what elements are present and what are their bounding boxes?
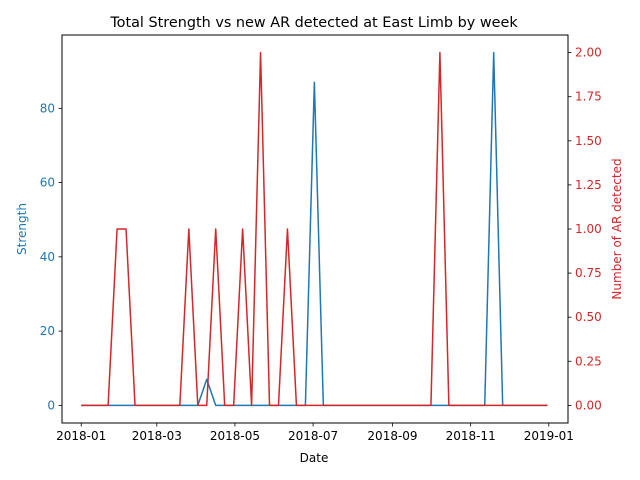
y-right-tick-label: 0.25 xyxy=(575,354,602,368)
y-right-tick-label: 0.75 xyxy=(575,266,602,280)
y-left-tick-label: 80 xyxy=(40,101,55,115)
y-axis-left: 0 20 40 60 80 xyxy=(40,101,62,412)
x-tick-label: 2018-01 xyxy=(56,429,106,443)
y-left-tick-label: 60 xyxy=(40,176,55,190)
series-line-ar-count xyxy=(81,51,548,407)
x-tick-label: 2018-05 xyxy=(210,429,260,443)
x-tick-label: 2018-03 xyxy=(132,429,182,443)
y-right-tick-label: 1.25 xyxy=(575,178,602,192)
y-axis-right-label: Number of AR detected xyxy=(610,158,624,299)
y-left-tick-label: 0 xyxy=(47,398,55,412)
y-left-tick-label: 20 xyxy=(40,324,55,338)
y-right-tick-label: 0.00 xyxy=(575,398,602,412)
x-tick-label: 2019-01 xyxy=(524,429,574,443)
y-right-tick-label: 0.50 xyxy=(575,310,602,324)
x-axis-label: Date xyxy=(300,451,329,465)
y-right-tick-label: 1.50 xyxy=(575,134,602,148)
series-line-strength xyxy=(81,51,548,407)
y-left-tick-label: 40 xyxy=(40,250,55,264)
x-tick-label: 2018-11 xyxy=(446,429,496,443)
y-axis-left-label: Strength xyxy=(15,203,29,255)
plot-lines xyxy=(81,51,548,407)
y-right-tick-label: 1.00 xyxy=(575,222,602,236)
x-tick-label: 2018-07 xyxy=(288,429,338,443)
chart-title: Total Strength vs new AR detected at Eas… xyxy=(109,15,518,31)
y-right-tick-label: 1.75 xyxy=(575,90,602,104)
y-right-tick-label: 2.00 xyxy=(575,46,602,60)
y-axis-right: 0.00 0.25 0.50 0.75 1.00 1.25 1.50 1.75 2.00 xyxy=(568,46,602,412)
x-axis: 2018-01 2018-03 2018-05 2018-07 2018-09 2018-… xyxy=(56,423,574,443)
x-tick-label: 2018-09 xyxy=(367,429,417,443)
